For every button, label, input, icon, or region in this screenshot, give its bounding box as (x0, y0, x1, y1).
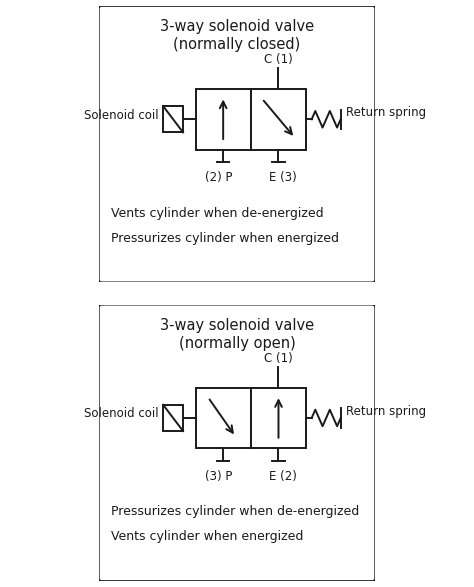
Text: Solenoid coil: Solenoid coil (84, 407, 159, 420)
Bar (163, 106, 183, 133)
Text: E (3): E (3) (269, 171, 297, 184)
Text: Vents cylinder when energized: Vents cylinder when energized (111, 531, 303, 544)
Text: (2) P: (2) P (205, 171, 233, 184)
Text: E (2): E (2) (269, 470, 297, 483)
Bar (163, 405, 183, 431)
Bar (251, 89, 306, 150)
Text: (3) P: (3) P (205, 470, 233, 483)
Text: Pressurizes cylinder when energized: Pressurizes cylinder when energized (111, 232, 339, 245)
Bar (195, 89, 251, 150)
Text: Vents cylinder when de-energized: Vents cylinder when de-energized (111, 207, 324, 220)
FancyBboxPatch shape (99, 6, 375, 282)
Text: Solenoid coil: Solenoid coil (84, 109, 159, 122)
Text: (normally closed): (normally closed) (173, 37, 301, 52)
Text: (normally open): (normally open) (179, 336, 295, 351)
Text: Pressurizes cylinder when de-energized: Pressurizes cylinder when de-energized (111, 505, 359, 518)
Text: 3-way solenoid valve: 3-way solenoid valve (160, 19, 314, 34)
Text: C (1): C (1) (264, 352, 293, 365)
Bar (195, 387, 251, 448)
Text: Return spring: Return spring (346, 106, 427, 119)
Text: 3-way solenoid valve: 3-way solenoid valve (160, 318, 314, 333)
Bar (251, 387, 306, 448)
FancyBboxPatch shape (99, 305, 375, 581)
Text: Return spring: Return spring (346, 404, 427, 417)
Text: C (1): C (1) (264, 53, 293, 66)
